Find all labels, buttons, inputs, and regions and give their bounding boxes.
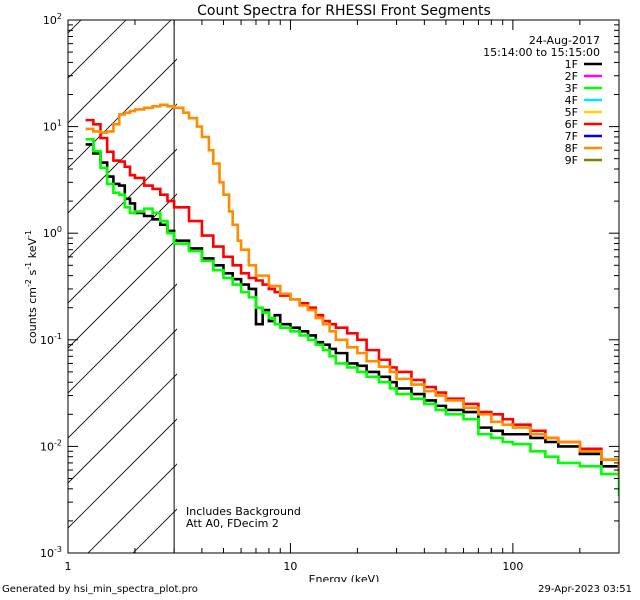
y-tick-label: 10-2 bbox=[40, 438, 62, 453]
timestamp-label: 29-Apr-2023 03:51 bbox=[538, 584, 632, 595]
legend-label-4F: 4F bbox=[565, 94, 578, 107]
x-tick-label: 10 bbox=[283, 560, 297, 573]
y-axis-label: counts cm-2 s-1 keV-1 bbox=[24, 230, 39, 344]
y-tick-label: 102 bbox=[43, 12, 62, 27]
y-label-exp-1: -2 bbox=[24, 279, 33, 287]
legend-label-2F: 2F bbox=[565, 70, 578, 83]
legend-label-8F: 8F bbox=[565, 142, 578, 155]
y-tick-label: 10-1 bbox=[40, 332, 62, 347]
x-axis: 1 10 100 bbox=[65, 20, 620, 573]
x-tick-label: 1 bbox=[65, 560, 72, 573]
time-range-label: 15:14:00 to 15:15:00 bbox=[483, 46, 600, 59]
plot-frame bbox=[67, 19, 620, 554]
y-axis: 10-3 10-2 10-1 100 101 102 bbox=[40, 12, 619, 560]
legend-label-6F: 6F bbox=[565, 118, 578, 131]
series-8F bbox=[85, 103, 619, 476]
y-label-exp-3: -1 bbox=[24, 230, 33, 238]
generated-by-label: Generated by hsi_min_spectra_plot.pro bbox=[2, 584, 198, 595]
legend-label-9F: 9F bbox=[565, 154, 578, 167]
y-label-exp-2: -1 bbox=[24, 262, 33, 270]
series-1F bbox=[85, 143, 619, 476]
x-axis-label: Energy (keV) bbox=[309, 573, 380, 582]
y-tick-label: 10-3 bbox=[40, 545, 62, 560]
y-label-part-1: counts cm bbox=[26, 287, 39, 344]
annotation-attenuator: Att A0, FDecim 2 bbox=[186, 517, 279, 530]
legend-label-5F: 5F bbox=[565, 106, 578, 119]
y-tick-label: 100 bbox=[43, 225, 62, 240]
legend-label-3F: 3F bbox=[565, 82, 578, 95]
date-label: 24-Aug-2017 bbox=[529, 34, 600, 47]
x-tick-label: 100 bbox=[502, 560, 523, 573]
y-tick-label: 101 bbox=[43, 119, 62, 134]
legend-label-7F: 7F bbox=[565, 130, 578, 143]
spectra-chart: Count Spectra for RHESSI Front Segments … bbox=[24, 3, 620, 582]
chart-title: Count Spectra for RHESSI Front Segments bbox=[197, 3, 491, 19]
hatch-lines bbox=[68, 20, 177, 553]
series-3F bbox=[85, 138, 619, 497]
y-label-part-3: keV bbox=[26, 238, 39, 262]
legend-label-1F: 1F bbox=[565, 58, 578, 71]
background-hatch-region bbox=[68, 20, 177, 553]
y-label-part-2: s bbox=[26, 269, 39, 278]
series-layer bbox=[85, 103, 619, 497]
annotation-background: Includes Background bbox=[186, 505, 301, 518]
